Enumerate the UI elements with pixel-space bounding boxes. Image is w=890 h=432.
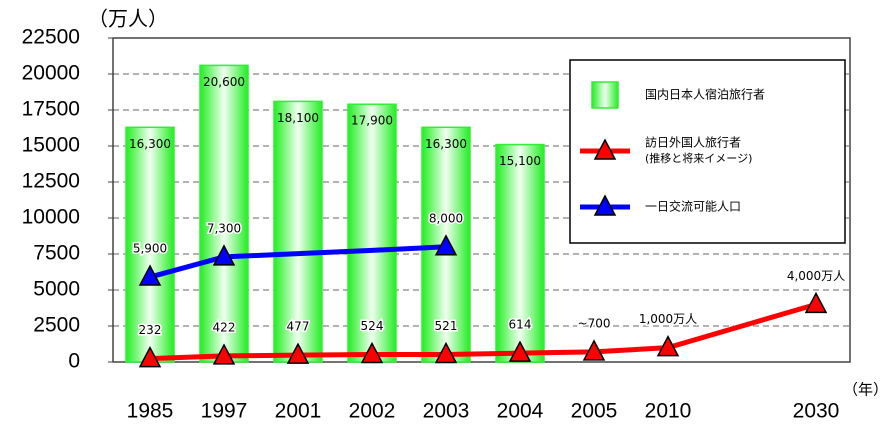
- marker: [508, 340, 532, 362]
- x-tick-label: 2004: [497, 400, 544, 423]
- x-tick-label: 2010: [645, 400, 692, 423]
- bar: [347, 103, 397, 363]
- marker: [804, 291, 828, 314]
- marker: [582, 339, 606, 361]
- marker: [286, 342, 310, 364]
- x-tick-label: 1997: [201, 400, 248, 423]
- legend-marker: [593, 138, 617, 160]
- y-tick-label: 7500: [33, 242, 80, 265]
- bar-label: 16,300: [129, 137, 171, 151]
- marker: [138, 346, 162, 368]
- line-label: 521: [435, 319, 458, 333]
- legend-note: (推移と将来イメージ): [645, 151, 752, 165]
- plot-frame: [112, 37, 851, 363]
- marker: [212, 343, 236, 365]
- x-tick-label: 1985: [127, 400, 174, 423]
- y-tick-label: 15000: [22, 134, 80, 157]
- x-tick-label: 2003: [423, 400, 470, 423]
- y-tick-label: 12500: [22, 170, 80, 193]
- legend-label: 一日交流可能人口: [645, 199, 741, 214]
- line-label: 5,900: [133, 242, 167, 256]
- x-tick-label: 2002: [349, 400, 396, 423]
- x-tick-label: 2005: [571, 400, 618, 423]
- legend-swatch: [591, 81, 619, 109]
- marker: [138, 264, 162, 286]
- line-label: 614: [509, 318, 532, 332]
- y-tick-label: 22500: [22, 26, 80, 49]
- y-tick-label: 20000: [22, 62, 80, 85]
- bar: [125, 126, 175, 363]
- line-label: 524: [361, 319, 384, 333]
- marker: [656, 334, 680, 357]
- legend-label: 訪日外国人旅行者: [645, 135, 741, 150]
- bar: [273, 100, 323, 363]
- bar-label: 20,600: [203, 75, 245, 89]
- bar-label: 17,900: [351, 114, 393, 128]
- y-unit: （万人）: [88, 7, 168, 31]
- bar: [495, 143, 545, 363]
- line-label: 1,000万人: [639, 312, 697, 326]
- bar: [199, 64, 249, 363]
- bar-label: 18,100: [277, 111, 319, 125]
- line-label: ~700: [578, 316, 611, 330]
- line-label: 232: [139, 323, 162, 337]
- marker: [434, 341, 458, 364]
- line-label: 422: [213, 320, 236, 334]
- bar-label: 16,300: [425, 137, 467, 151]
- y-tick-label: 2500: [33, 314, 80, 337]
- x-unit: （年）: [843, 381, 888, 399]
- marker: [360, 341, 384, 364]
- y-tick-label: 5000: [33, 278, 80, 301]
- y-tick-label: 10000: [22, 206, 80, 229]
- bar-label: 15,100: [499, 154, 541, 168]
- y-tick-label: 17500: [22, 98, 80, 121]
- legend-label: 国内日本人宿泊旅行者: [645, 87, 765, 102]
- marker: [212, 244, 236, 266]
- x-tick-label: 2030: [793, 400, 840, 423]
- x-tick-label: 2001: [275, 400, 322, 423]
- legend-marker: [593, 194, 617, 216]
- line: [149, 244, 447, 280]
- line-label: 4,000万人: [787, 269, 845, 283]
- line-label: 8,000: [429, 211, 463, 225]
- y-tick-label: 0: [68, 350, 80, 373]
- line: [149, 302, 817, 362]
- line-label: 477: [287, 320, 310, 334]
- line-label: 7,300: [207, 221, 241, 235]
- marker: [434, 234, 458, 256]
